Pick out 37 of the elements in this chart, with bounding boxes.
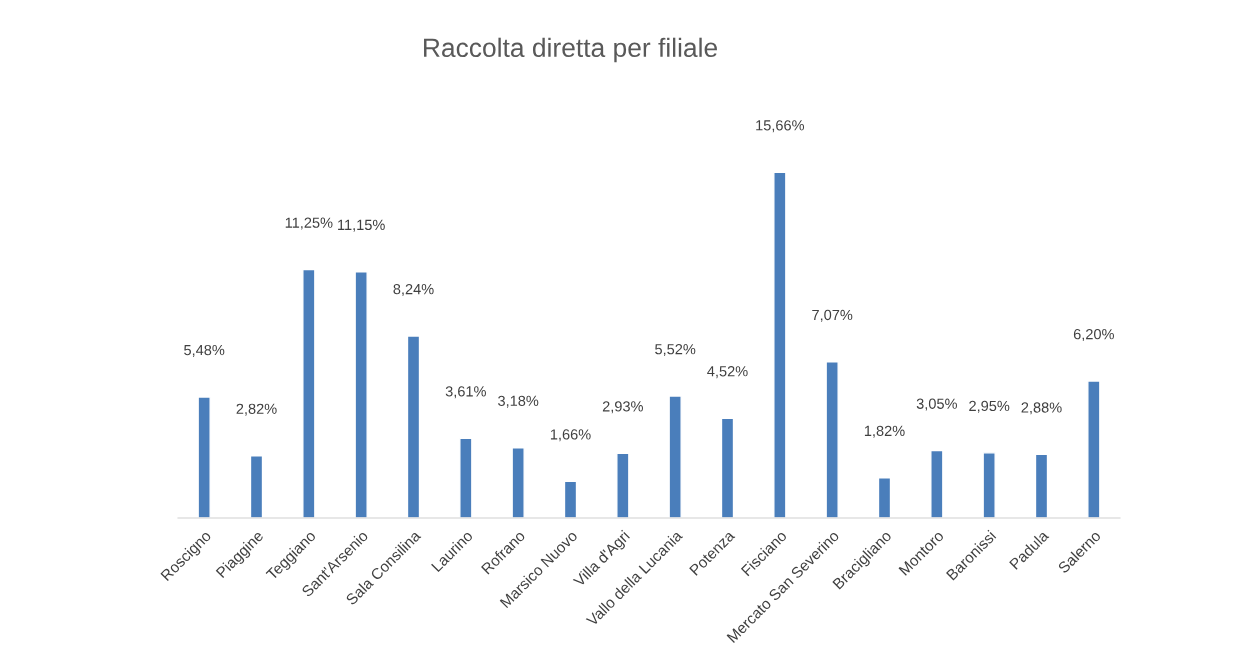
data-label: 5,52% bbox=[655, 344, 696, 357]
data-label: 7,07% bbox=[812, 309, 853, 322]
data-label: 2,88% bbox=[1021, 402, 1062, 415]
data-label: 2,93% bbox=[602, 401, 643, 414]
bar bbox=[825, 361, 839, 518]
bar bbox=[459, 437, 473, 518]
data-label: 11,15% bbox=[338, 219, 385, 232]
data-label: 6,20% bbox=[1073, 329, 1114, 342]
chart-title: Raccolta diretta per filiale bbox=[424, 37, 717, 63]
bar bbox=[930, 449, 944, 518]
data-label: 3,05% bbox=[916, 398, 957, 411]
bar bbox=[668, 395, 682, 518]
data-label: 4,52% bbox=[707, 366, 748, 379]
bar bbox=[249, 455, 264, 518]
bar bbox=[616, 452, 630, 518]
bar bbox=[773, 171, 787, 518]
bar bbox=[354, 271, 368, 518]
bar bbox=[1034, 453, 1049, 518]
data-label: 3,18% bbox=[498, 395, 539, 408]
bar bbox=[197, 396, 211, 518]
bar bbox=[511, 447, 525, 518]
bar bbox=[1087, 380, 1101, 518]
data-label: 8,24% bbox=[393, 283, 434, 297]
data-label: 1,66% bbox=[550, 429, 591, 442]
bar bbox=[877, 477, 892, 518]
data-label: 1,82% bbox=[864, 425, 905, 438]
bar bbox=[720, 417, 735, 518]
bar bbox=[406, 335, 421, 518]
data-label: 11,25% bbox=[285, 217, 333, 230]
data-label: 5,48% bbox=[184, 344, 225, 357]
data-label: 2,82% bbox=[236, 403, 277, 416]
data-label: 15,66% bbox=[756, 120, 805, 133]
bar bbox=[563, 480, 578, 518]
bar bbox=[982, 452, 996, 518]
data-label: 2,95% bbox=[969, 400, 1010, 413]
bar bbox=[302, 268, 316, 518]
data-label: 3,61% bbox=[445, 386, 486, 399]
